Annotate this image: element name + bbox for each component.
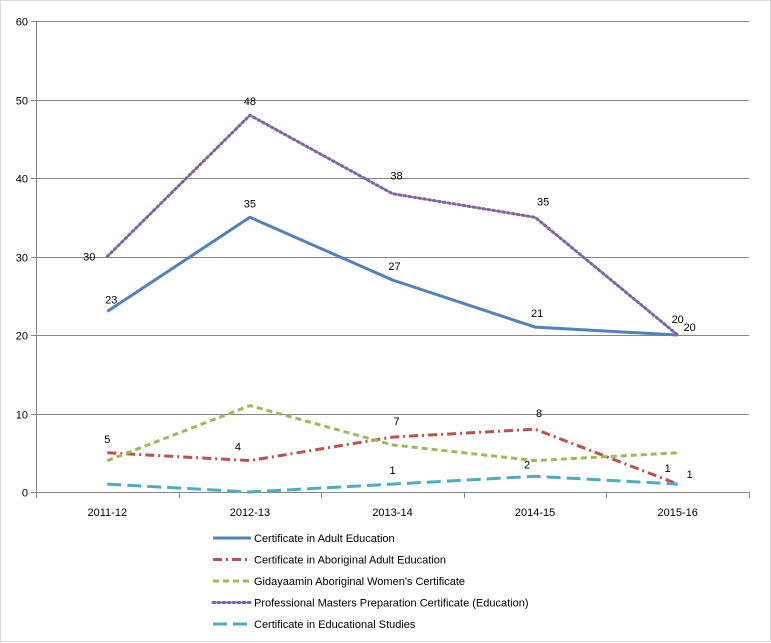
series-3-point-3 (534, 216, 537, 219)
data-label-series-3-point-4: 20 (672, 314, 684, 326)
series-4-point-4 (676, 483, 679, 486)
y-tick-label-30: 30 (16, 253, 28, 265)
data-label-series-0-point-2: 27 (388, 261, 400, 273)
series-line-3 (105, 113, 680, 337)
series-4-point-0 (106, 483, 109, 486)
series-0-point-3 (534, 326, 537, 329)
axes: 0 10 20 30 40 50 60 2011-12 2012-13 2013-14 2014-1… (16, 17, 750, 519)
data-label-series-4-point-4: 1 (687, 469, 693, 481)
data-label-series-0-point-1: 35 (244, 198, 256, 210)
y-tick-label-0: 0 (22, 488, 28, 500)
data-label-series-3-point-1: 48 (244, 96, 256, 108)
legend-label-4: Certificate in Educational Studies (254, 619, 416, 631)
series-1-point-0 (106, 451, 109, 454)
series-line-1 (107, 427, 679, 486)
series-2-point-1 (248, 404, 251, 407)
gridlines (36, 21, 749, 493)
data-label-series-1-point-3: 8 (536, 408, 542, 420)
series-0-point-1 (248, 216, 251, 219)
data-label-series-3-point-0: 30 (83, 252, 95, 264)
data-label-series-3-point-2: 38 (390, 171, 402, 183)
series-2-point-2 (391, 443, 394, 446)
data-label-series-0-point-0: 23 (105, 294, 117, 306)
data-label-series-4-point-3: 2 (524, 459, 530, 471)
x-tick-label-2011-12: 2011-12 (88, 507, 128, 519)
y-tick-label-60: 60 (16, 17, 28, 29)
y-tick-label-20: 20 (16, 331, 28, 343)
data-label-series-1-point-0: 5 (104, 434, 110, 446)
series-3-point-2 (391, 192, 394, 195)
y-tick-label-10: 10 (16, 410, 28, 422)
series-line-0 (106, 215, 678, 337)
data-label-series-1-point-2: 7 (393, 416, 399, 428)
x-tick-label-2014-15: 2014-15 (515, 507, 555, 519)
series-2-point-0 (106, 459, 109, 462)
series-3-point-4 (676, 334, 679, 337)
x-tick-label-2012-13: 2012-13 (230, 507, 270, 519)
data-label-series-0-point-3: 21 (531, 308, 543, 320)
y-tick-label-50: 50 (16, 96, 28, 108)
data-label-series-1-point-1: 4 (235, 442, 241, 454)
series-0-point-2 (391, 279, 394, 282)
series-4-point-1 (248, 491, 251, 494)
data-label-series-0-point-4: 20 (684, 322, 696, 334)
series-1-point-3 (534, 428, 537, 431)
legend-label-2: Gidayaamin Aboriginal Women's Certificat… (254, 576, 465, 588)
series-3-point-0 (106, 255, 109, 258)
series-line-2 (106, 404, 678, 463)
series-4-point-2 (391, 483, 394, 486)
legend-label-0: Certificate in Adult Education (254, 533, 395, 545)
x-tick-label-2013-14: 2013-14 (372, 507, 412, 519)
series-2-point-3 (534, 459, 537, 462)
data-label-series-4-point-2: 1 (389, 465, 395, 477)
series-3-point-1 (248, 114, 251, 117)
legend-label-1: Certificate in Aboriginal Adult Educatio… (254, 555, 446, 567)
series-4-point-3 (534, 475, 537, 478)
series-2-point-4 (676, 451, 679, 454)
data-label-series-1-point-4: 1 (665, 463, 671, 475)
legend-label-3: Professional Masters Preparation Certifi… (254, 598, 529, 610)
y-tick-label-40: 40 (16, 174, 28, 186)
series-lines (105, 113, 680, 494)
series-line-4 (107, 474, 678, 494)
series-0-point-0 (106, 310, 109, 313)
series-1-point-1 (248, 459, 251, 462)
series-1-point-2 (391, 436, 394, 439)
x-tick-label-2015-16: 2015-16 (658, 507, 698, 519)
legend: Certificate in Adult Education Certificat… (211, 533, 529, 631)
data-label-series-3-point-3: 35 (537, 196, 549, 208)
